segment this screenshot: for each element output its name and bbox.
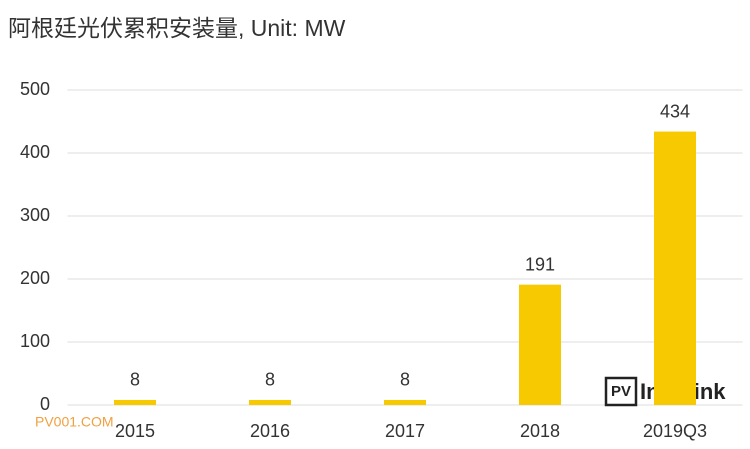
x-tick-label: 2017 <box>385 421 425 441</box>
chart-title: 阿根廷光伏累积安装量, Unit: MW <box>8 15 346 41</box>
logo-box <box>604 376 638 407</box>
data-label: 8 <box>130 370 140 390</box>
bar <box>384 399 426 405</box>
x-tick-label: 2018 <box>520 421 560 441</box>
y-tick-label: 0 <box>40 394 50 414</box>
logo-mark: PV <box>611 383 631 400</box>
data-label: 434 <box>660 101 690 121</box>
x-tick-label: 2016 <box>250 421 290 441</box>
y-tick-label: 200 <box>20 268 50 288</box>
bar <box>654 131 696 405</box>
y-tick-label: 100 <box>20 331 50 351</box>
y-tick-label: 400 <box>20 142 50 162</box>
data-label: 8 <box>400 370 410 390</box>
watermark: PV001.COM <box>35 414 114 430</box>
data-label: 191 <box>525 254 555 274</box>
bar <box>114 399 156 405</box>
x-tick-label: 2015 <box>115 421 155 441</box>
y-tick-label: 300 <box>20 205 50 225</box>
x-tick-label: 2019Q3 <box>643 421 707 441</box>
y-tick-label: 500 <box>20 79 50 99</box>
bar <box>519 284 561 405</box>
data-label: 8 <box>265 370 275 390</box>
bar <box>249 399 291 405</box>
